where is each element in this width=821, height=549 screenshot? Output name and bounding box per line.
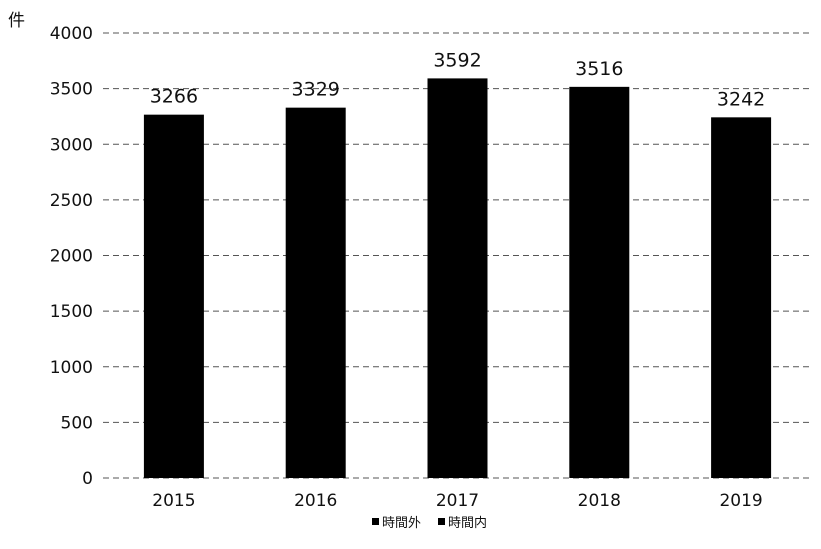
- data-label-2016: 3329: [292, 79, 340, 101]
- x-tick-label-2016: 2016: [294, 491, 337, 511]
- y-axis-ticks: 0 500 1000 1500 2000 2500 3000 3500 4000: [50, 24, 93, 489]
- x-tick-label-2015: 2015: [152, 491, 195, 511]
- bar-2016: [285, 107, 346, 479]
- y-tick-label: 3000: [50, 135, 93, 155]
- y-axis-unit-label: 件: [8, 11, 25, 31]
- legend-swatch-1: [372, 518, 379, 525]
- x-tick-label-2019: 2019: [719, 491, 762, 511]
- legend-label-1: 時間外: [382, 516, 421, 531]
- y-tick-label: 500: [61, 413, 93, 433]
- x-axis-ticks: 2015 2016 2017 2018 2019: [152, 491, 762, 511]
- y-tick-label: 3500: [50, 80, 93, 100]
- bar-2015: [143, 114, 204, 478]
- bars: [143, 78, 772, 479]
- bar-2019: [711, 117, 772, 478]
- legend-swatch-2: [438, 518, 445, 525]
- y-tick-label: 2000: [50, 247, 93, 267]
- data-label-2015: 3266: [150, 86, 198, 108]
- bar-2018: [569, 86, 630, 478]
- legend: 時間外 時間内: [372, 515, 487, 531]
- data-label-2019: 3242: [717, 88, 765, 110]
- y-tick-label: 4000: [50, 24, 93, 44]
- bar-2017: [427, 78, 488, 478]
- y-tick-label: 1000: [50, 358, 93, 378]
- data-labels: 3266 3329 3592 3516 3242: [150, 49, 766, 110]
- x-tick-label-2018: 2018: [578, 491, 621, 511]
- y-tick-label: 1500: [50, 302, 93, 322]
- legend-label-2: 時間内: [448, 515, 487, 531]
- y-tick-label: 0: [82, 469, 93, 489]
- x-tick-label-2017: 2017: [436, 491, 479, 511]
- y-tick-label: 2500: [50, 191, 93, 211]
- data-label-2018: 3516: [575, 58, 623, 80]
- data-label-2017: 3592: [433, 49, 481, 71]
